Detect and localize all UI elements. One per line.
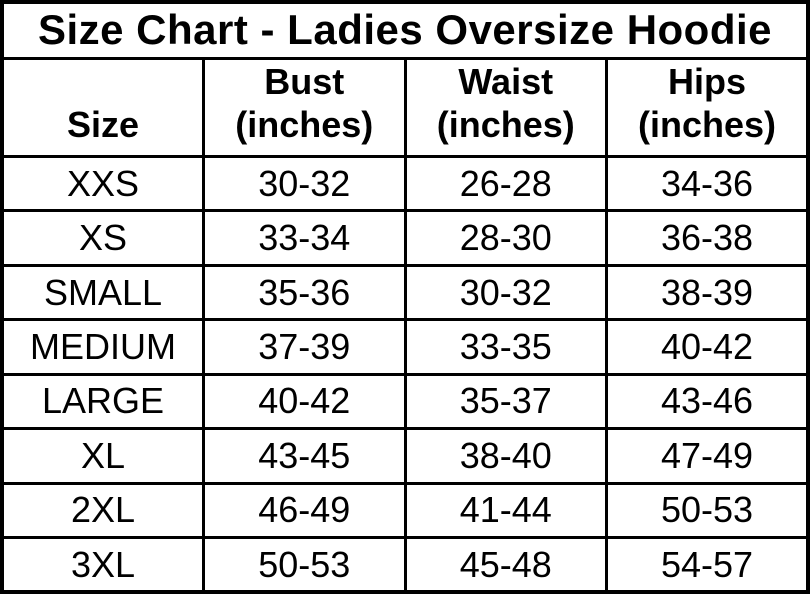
bust-cell: 33-34 [202, 209, 407, 267]
table-row: 2XL 46-49 41-44 50-53 [0, 481, 810, 540]
hips-cell: 34-36 [605, 154, 810, 213]
size-cell: XXS [0, 154, 205, 213]
waist-cell: 33-35 [403, 318, 608, 376]
bust-cell: 43-45 [202, 427, 407, 485]
table-row: XXS 30-32 26-28 34-36 [0, 154, 810, 213]
header-row: Size Bust (inches) Waist (inches) Hips (… [0, 56, 810, 158]
waist-cell: 38-40 [403, 427, 608, 485]
size-cell: XL [0, 427, 205, 485]
hips-cell: 47-49 [605, 427, 810, 485]
waist-cell: 35-37 [403, 372, 608, 431]
size-cell: XS [0, 209, 205, 267]
size-table-body: XXS 30-32 26-28 34-36 XS 33-34 28-30 36-38 SMALL… [0, 154, 810, 594]
bust-cell: 35-36 [202, 263, 407, 322]
table-row: 3XL 50-53 45-48 54-57 [0, 536, 810, 594]
size-cell: 2XL [0, 481, 205, 540]
hips-cell: 38-39 [605, 263, 810, 322]
col-header-waist: Waist (inches) [403, 56, 608, 158]
size-cell: MEDIUM [0, 318, 205, 376]
hips-cell: 43-46 [605, 372, 810, 431]
hips-cell: 40-42 [605, 318, 810, 376]
hips-cell: 54-57 [605, 536, 810, 594]
waist-cell: 30-32 [403, 263, 608, 322]
waist-cell: 26-28 [403, 154, 608, 213]
bust-cell: 30-32 [202, 154, 407, 213]
title-row: Size Chart - Ladies Oversize Hoodie [0, 0, 810, 60]
col-header-hips: Hips (inches) [605, 56, 810, 158]
size-cell: SMALL [0, 263, 205, 322]
hips-cell: 36-38 [605, 209, 810, 267]
waist-cell: 28-30 [403, 209, 608, 267]
bust-cell: 37-39 [202, 318, 407, 376]
table-row: XL 43-45 38-40 47-49 [0, 427, 810, 485]
bust-cell: 40-42 [202, 372, 407, 431]
hips-cell: 50-53 [605, 481, 810, 540]
size-cell: 3XL [0, 536, 205, 594]
waist-cell: 45-48 [403, 536, 608, 594]
table-row: XS 33-34 28-30 36-38 [0, 209, 810, 267]
chart-title: Size Chart - Ladies Oversize Hoodie [0, 0, 810, 60]
table-row: MEDIUM 37-39 33-35 40-42 [0, 318, 810, 376]
size-cell: LARGE [0, 372, 205, 431]
col-header-bust: Bust (inches) [202, 56, 407, 158]
size-chart-head: Size Chart - Ladies Oversize Hoodie Size… [0, 0, 810, 158]
col-header-size: Size [0, 56, 205, 158]
table-row: LARGE 40-42 35-37 43-46 [0, 372, 810, 431]
bust-cell: 46-49 [202, 481, 407, 540]
bust-cell: 50-53 [202, 536, 407, 594]
waist-cell: 41-44 [403, 481, 608, 540]
table-row: SMALL 35-36 30-32 38-39 [0, 263, 810, 322]
